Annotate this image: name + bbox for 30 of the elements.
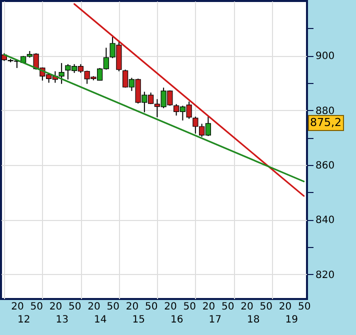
x-tick-label: 19	[285, 314, 298, 326]
x-tick-label: 50	[30, 302, 43, 312]
x-tick-label: 50	[298, 302, 311, 312]
x-tick-label: 16	[170, 314, 184, 326]
x-tick-label: 20	[11, 302, 24, 312]
x-tick-label: 15	[132, 314, 145, 326]
y-tick-label: 840	[316, 215, 335, 226]
x-tick-label: 20	[126, 302, 139, 312]
x-tick-label: 18	[246, 314, 260, 326]
y-tick-label: 880	[316, 106, 335, 117]
x-tick-label: 50	[183, 302, 196, 312]
x-tick-label: 50	[68, 302, 82, 312]
x-tick-label: 12	[17, 314, 30, 326]
x-tick-label: 13	[56, 314, 68, 326]
x-tick-label: 20	[278, 302, 292, 312]
x-tick-label: 20	[164, 302, 177, 312]
x-tick-label: 20	[240, 302, 254, 312]
x-tick-label: 50	[260, 302, 272, 312]
x-tick-label: 20	[49, 302, 62, 312]
x-tick-label: 50	[144, 302, 158, 312]
x-tick-label: 50	[106, 302, 120, 312]
x-tick-label: 20	[88, 302, 100, 312]
x-tick-label: 20	[202, 302, 216, 312]
x-tick-label: 17	[208, 314, 222, 326]
x-tick-label: 14	[94, 314, 107, 326]
y-tick-label: 820	[316, 270, 335, 281]
y-tick-label: 900	[316, 51, 335, 62]
y-tick-label: 860	[316, 160, 335, 172]
text: 875,2	[308, 115, 344, 132]
x-tick-label: 50	[221, 302, 234, 312]
